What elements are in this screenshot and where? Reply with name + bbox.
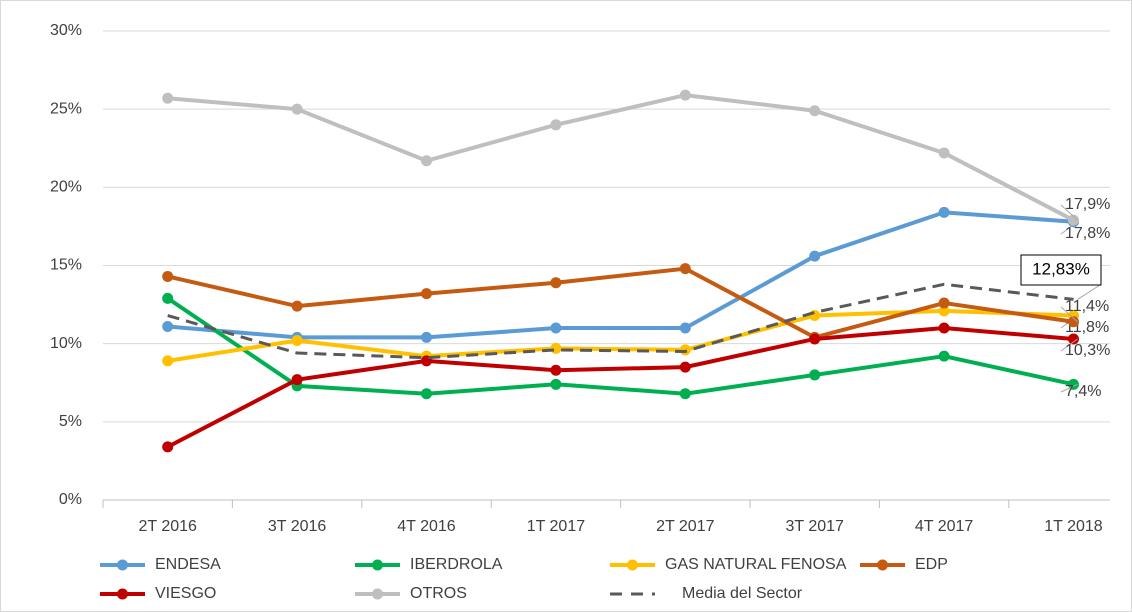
point [550, 364, 562, 376]
legend-label: OTROS [410, 585, 467, 602]
series-line [167, 282, 1074, 360]
legend-item: GAS NATURAL FENOSA [610, 556, 847, 573]
point [938, 297, 950, 309]
legend-item: ENDESA [100, 556, 221, 573]
x-tick-label: 3T 2016 [268, 518, 327, 535]
point [550, 322, 562, 334]
point [162, 292, 174, 304]
label-leader [1060, 204, 1078, 221]
label-leader [1077, 284, 1101, 300]
point [162, 441, 174, 453]
data-label: 7,4% [1065, 383, 1101, 400]
data-label: 12,83% [1032, 259, 1090, 278]
y-tick-label: 30% [50, 22, 82, 39]
point [550, 277, 562, 289]
point [291, 103, 303, 115]
point [162, 320, 174, 332]
legend-label: GAS NATURAL FENOSA [665, 556, 847, 573]
x-tick-label: 4T 2017 [915, 518, 974, 535]
series-line [167, 210, 1074, 340]
x-tick-label: 4T 2016 [397, 518, 456, 535]
point [938, 322, 950, 334]
x-tick-label: 3T 2017 [785, 518, 844, 535]
legend-label: VIESGO [155, 585, 216, 602]
legend-marker [372, 559, 383, 571]
point [421, 388, 432, 400]
data-label: 10,3% [1065, 342, 1110, 359]
point [679, 361, 691, 373]
point [679, 263, 691, 275]
point [162, 270, 174, 282]
legend-item: OTROS [355, 585, 467, 602]
label-box [1020, 254, 1102, 286]
y-tick-label: 10% [50, 335, 82, 352]
point [162, 355, 174, 367]
x-tick-label: 1T 2018 [1044, 518, 1103, 535]
x-tick-label: 2T 2016 [138, 518, 197, 535]
legend-label: IBERDROLA [410, 556, 503, 573]
point [809, 333, 821, 345]
series-line [167, 308, 1074, 363]
legend-item: EDP [860, 556, 948, 573]
point [421, 155, 432, 167]
y-tick-label: 15% [50, 257, 82, 274]
point [550, 378, 562, 390]
series-line [166, 296, 1074, 396]
point [550, 119, 562, 131]
point [679, 322, 691, 334]
point [938, 206, 950, 218]
legend-label: Media del Sector [682, 585, 803, 602]
y-tick-label: 0% [59, 491, 82, 508]
y-tick-label: 5% [59, 413, 82, 430]
legend-marker [372, 588, 383, 600]
point [291, 374, 303, 386]
legend-marker [117, 559, 128, 571]
point [679, 89, 691, 101]
legend-marker [627, 559, 638, 571]
point [938, 305, 950, 317]
series-line [167, 266, 1074, 340]
point [550, 342, 562, 354]
label-leader [1060, 383, 1078, 393]
legend-item: VIESGO [100, 585, 216, 602]
legend-item: IBERDROLA [355, 556, 503, 573]
point [809, 310, 821, 322]
legend-label: EDP [915, 556, 948, 573]
series-line [166, 326, 1074, 449]
data-label: 17,9% [1065, 196, 1110, 213]
legend-item: Media del Sector [610, 585, 803, 602]
point [291, 300, 303, 312]
y-tick-label: 25% [50, 100, 82, 117]
point [809, 369, 821, 381]
point [421, 288, 432, 300]
point [291, 335, 303, 347]
point [1068, 316, 1079, 328]
point [421, 331, 432, 343]
x-tick-label: 2T 2017 [656, 518, 715, 535]
data-label: 11,4% [1065, 298, 1109, 315]
point [938, 350, 950, 362]
point [1068, 333, 1079, 345]
point [162, 92, 174, 104]
y-tick-label: 20% [50, 179, 82, 196]
x-tick-label: 1T 2017 [527, 518, 586, 535]
legend-marker [877, 559, 888, 571]
legend-marker [117, 588, 128, 600]
point [809, 250, 821, 262]
data-label: 17,8% [1065, 225, 1110, 242]
legend-label: ENDESA [155, 556, 221, 573]
point [809, 105, 821, 117]
point [1068, 214, 1079, 226]
label-leader [1060, 306, 1078, 323]
point [938, 147, 950, 159]
point [679, 388, 691, 400]
label-leader [1060, 338, 1078, 352]
series-line [167, 93, 1075, 222]
